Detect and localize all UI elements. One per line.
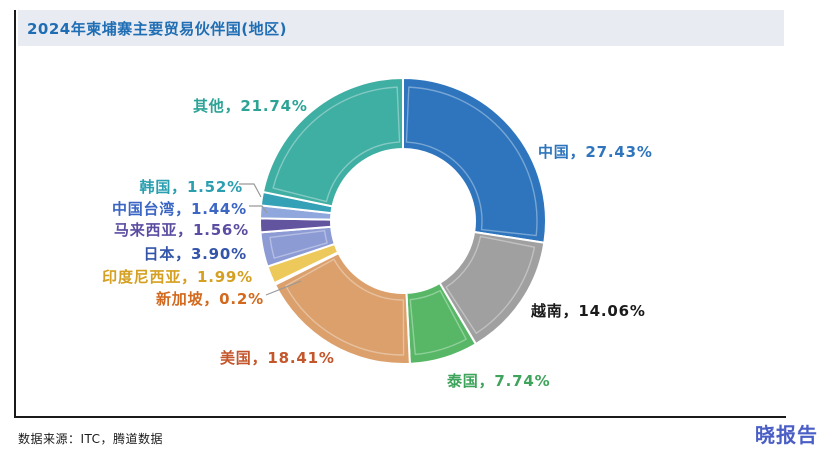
slice-inset-line bbox=[272, 86, 401, 203]
pie-slice-others bbox=[261, 77, 404, 208]
label-usa: 美国，18.41% bbox=[220, 349, 335, 367]
chart-title: 2024年柬埔寨主要贸易伙伴国(地区) bbox=[27, 19, 287, 38]
brand-logo-text: 晓报告 bbox=[755, 423, 818, 447]
label-japan: 日本，3.90% bbox=[143, 245, 247, 263]
label-vietnam: 越南，14.06% bbox=[531, 302, 646, 320]
data-source-note: 数据来源：ITC，腾道数据 bbox=[18, 432, 164, 446]
label-indonesia: 印度尼西亚，1.99% bbox=[102, 268, 253, 286]
pie-slice-china bbox=[402, 77, 547, 244]
left-border-line bbox=[14, 10, 16, 417]
slice-inset-line bbox=[269, 229, 328, 259]
slice-inset-line bbox=[445, 235, 536, 334]
slice-inset-line bbox=[285, 258, 405, 356]
label-taiwan-china: 中国台湾，1.44% bbox=[111, 200, 247, 218]
pie-slice-usa bbox=[273, 252, 411, 365]
label-singapore: 新加坡，0.2% bbox=[155, 290, 264, 308]
label-malaysia: 马来西亚，1.56% bbox=[113, 221, 249, 239]
label-china: 中国，27.43% bbox=[538, 143, 653, 161]
leader-line-singapore bbox=[265, 280, 302, 296]
slice-inset-line bbox=[409, 289, 467, 356]
bottom-border-line bbox=[14, 416, 786, 418]
label-others: 其他，21.74% bbox=[193, 97, 308, 115]
slice-inset-line bbox=[405, 86, 538, 237]
label-thailand: 泰国，7.74% bbox=[447, 372, 551, 390]
leader-line-taiwan-china bbox=[249, 205, 268, 214]
chart-title-bar: 2024年柬埔寨主要贸易伙伴国(地区) bbox=[18, 10, 784, 46]
label-south-korea: 韩国，1.52% bbox=[139, 178, 243, 196]
leader-line-south-korea bbox=[239, 183, 262, 198]
